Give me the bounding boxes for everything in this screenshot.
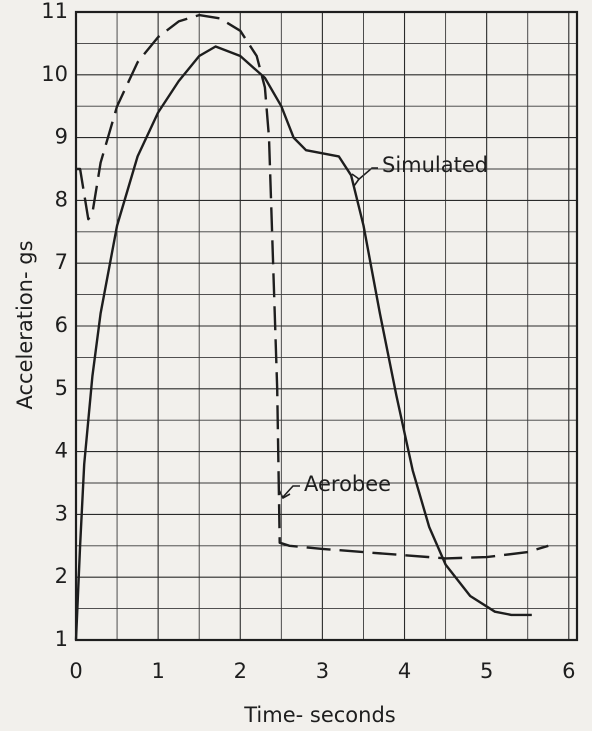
series-line (76, 13, 549, 560)
y-tick-label: 8 (55, 187, 68, 211)
y-tick-label: 6 (55, 313, 68, 337)
y-tick-label: 1 (55, 627, 68, 651)
series-label: Aerobee (304, 472, 391, 496)
y-axis-label: Acceleration- gs (13, 240, 37, 409)
y-tick-label: 4 (55, 439, 68, 463)
x-tick-label: 4 (398, 659, 411, 683)
x-tick-label: 5 (480, 659, 493, 683)
x-tick-label: 0 (69, 659, 82, 683)
simulated-arrowhead (351, 173, 361, 187)
x-axis-label: Time- seconds (243, 703, 395, 727)
aerobee-arrow (282, 485, 300, 498)
x-tick-label: 2 (234, 659, 247, 683)
series-line (74, 45, 532, 641)
plot-frame (74, 10, 579, 642)
x-tick-label: 1 (151, 659, 164, 683)
series-label: Simulated (382, 153, 488, 177)
y-tick-label: 9 (55, 125, 68, 149)
y-tick-label: 2 (55, 564, 68, 588)
y-tick-label: 5 (55, 376, 68, 400)
y-tick-label: 10 (41, 62, 68, 86)
aerobee-arrowhead (278, 489, 291, 500)
y-tick-label: 11 (41, 0, 68, 23)
x-tick-label: 3 (316, 659, 329, 683)
y-tick-label: 7 (55, 250, 68, 274)
y-tick-label: 3 (55, 501, 68, 525)
x-tick-label: 6 (562, 659, 575, 683)
simulated-arrow (357, 167, 378, 181)
